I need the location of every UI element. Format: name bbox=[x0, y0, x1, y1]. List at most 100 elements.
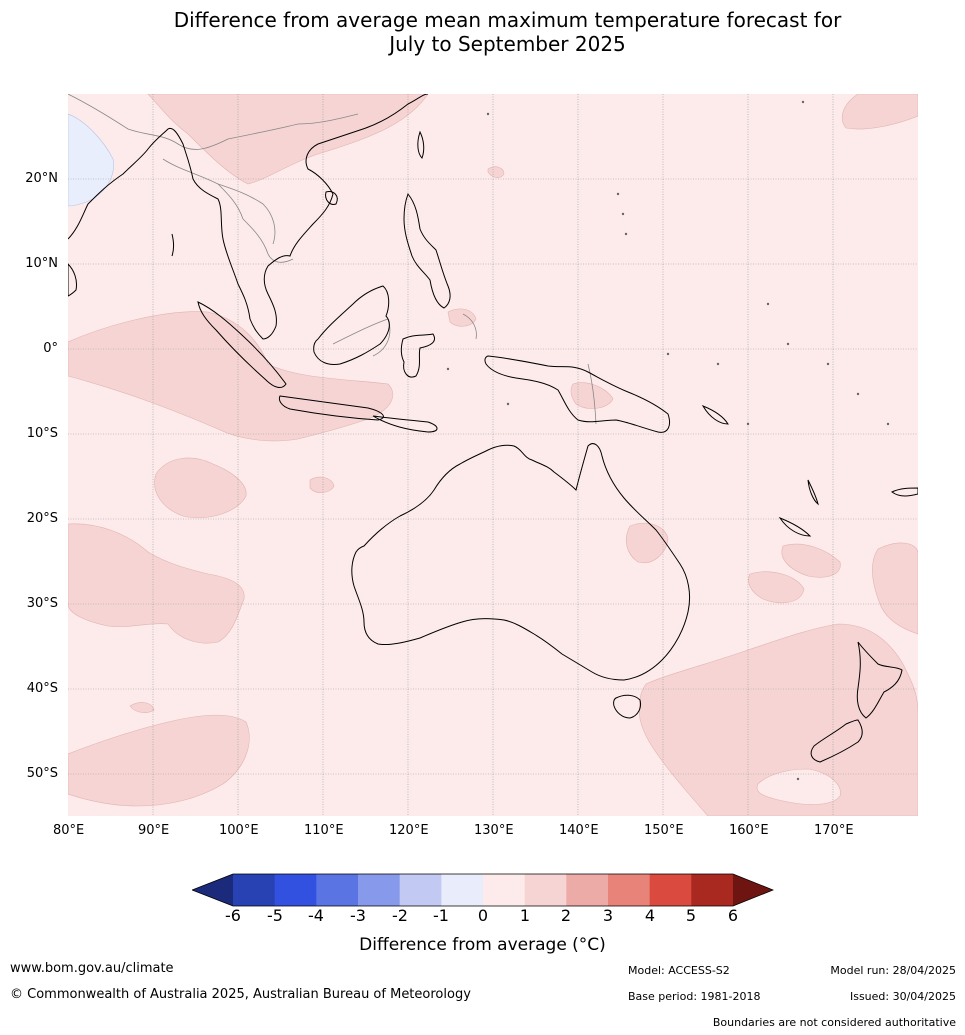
colorbar-tick: 2 bbox=[560, 906, 572, 925]
lat-label-10n: 10°N bbox=[25, 256, 58, 271]
coast-tasmania bbox=[613, 694, 641, 719]
anomaly-patch-east-of-nz bbox=[756, 768, 841, 805]
anomaly-patch-png bbox=[570, 382, 614, 409]
anomaly-patch-west-sw bbox=[68, 523, 245, 644]
colorbar-segment bbox=[649, 874, 692, 906]
colorbar-segment bbox=[316, 874, 359, 906]
anomaly-1-2-areas bbox=[68, 94, 918, 816]
anomaly-patch-indian-ocean-eq bbox=[68, 311, 393, 442]
lat-label-20s: 20°S bbox=[26, 511, 58, 526]
colorbar-tick: 0 bbox=[477, 906, 489, 925]
anomaly-patch-south-indian bbox=[68, 714, 250, 807]
coast-sumatra bbox=[197, 301, 287, 388]
anomaly-patch-pacific-ne bbox=[842, 94, 918, 130]
colorbar-tick: -1 bbox=[433, 906, 449, 925]
colorbar-segment bbox=[524, 874, 567, 906]
anomaly-patch-north bbox=[147, 94, 429, 185]
coast-borneo bbox=[313, 285, 390, 365]
lon-label-170e: 170°E bbox=[814, 823, 854, 838]
colorbar-segment bbox=[566, 874, 609, 906]
coast-fiji bbox=[891, 487, 918, 497]
coast-taiwan bbox=[417, 130, 425, 159]
issued-info: Issued: 30/04/2025 bbox=[849, 990, 956, 1003]
model-info: Model: ACCESS-S2 bbox=[628, 964, 730, 977]
coast-philippines bbox=[403, 192, 451, 309]
lon-label-160e: 160°E bbox=[729, 823, 769, 838]
graticule bbox=[68, 94, 918, 816]
lon-label-100e: 100°E bbox=[219, 823, 259, 838]
coast-java bbox=[278, 395, 384, 421]
lat-label-20n: 20°N bbox=[25, 171, 58, 186]
colorbar-outline bbox=[192, 873, 774, 907]
colorbar-tick: 1 bbox=[519, 906, 531, 925]
colorbar-label: Difference from average (°C) bbox=[359, 935, 606, 955]
anomaly-patch-pacific-east bbox=[872, 542, 918, 635]
anomaly-patch-coral-sea-2 bbox=[748, 571, 805, 604]
coast-sri-lanka bbox=[68, 263, 77, 297]
colorbar-arrow-high bbox=[733, 874, 773, 906]
lon-label-150e: 150°E bbox=[644, 823, 684, 838]
anomaly-patch-sw-small bbox=[129, 702, 155, 713]
coast-australia bbox=[351, 443, 691, 681]
chart-title: Difference from average mean maximum tem… bbox=[0, 8, 965, 56]
coast-new-caledonia bbox=[778, 516, 812, 537]
lon-label-80e: 80°E bbox=[53, 823, 85, 838]
anomaly-minus-1-0-area bbox=[68, 113, 114, 207]
colorbar-tick: 5 bbox=[685, 906, 697, 925]
colorbar-segment bbox=[233, 874, 276, 906]
lon-label-120e: 120°E bbox=[389, 823, 429, 838]
anomaly-patch-indian-ocean-mid bbox=[154, 457, 247, 519]
anomaly-patch-nw-pacific-small bbox=[487, 166, 505, 178]
colorbar-tick: -6 bbox=[225, 906, 241, 925]
lat-label-0: 0° bbox=[43, 341, 58, 356]
lat-label-50s: 50°S bbox=[26, 766, 58, 781]
forecast-map bbox=[68, 94, 918, 816]
colorbar-segments bbox=[192, 874, 773, 906]
colorbar-tick: 6 bbox=[727, 906, 739, 925]
lat-label-30s: 30°S bbox=[26, 596, 58, 611]
colorbar-segment bbox=[274, 874, 317, 906]
title-line-2: July to September 2025 bbox=[389, 32, 626, 56]
coast-nz-north bbox=[856, 641, 903, 719]
base-period-info: Base period: 1981-2018 bbox=[628, 990, 761, 1003]
lon-label-130e: 130°E bbox=[474, 823, 514, 838]
coastlines bbox=[68, 94, 918, 763]
colorbar-segment bbox=[608, 874, 651, 906]
colorbar-segment bbox=[691, 874, 734, 906]
country-borders bbox=[68, 94, 597, 425]
copyright-notice: © Commonwealth of Australia 2025, Austra… bbox=[10, 987, 471, 1002]
title-line-1: Difference from average mean maximum tem… bbox=[173, 8, 842, 32]
lon-label-140e: 140°E bbox=[559, 823, 599, 838]
coast-new-guinea bbox=[484, 355, 671, 433]
colorbar bbox=[192, 873, 774, 907]
lat-label-40s: 40°S bbox=[26, 681, 58, 696]
colorbar-tick: -2 bbox=[392, 906, 408, 925]
coast-lesser-sunda bbox=[372, 415, 438, 433]
coast-asia-mainland bbox=[68, 94, 429, 340]
coast-hainan bbox=[325, 191, 338, 205]
colorbar-tick: -3 bbox=[350, 906, 366, 925]
colorbar-tick: 3 bbox=[602, 906, 614, 925]
colorbar-segment bbox=[399, 874, 442, 906]
boundary-disclaimer: Boundaries are not considered authoritat… bbox=[712, 1016, 956, 1029]
coast-solomons bbox=[701, 404, 729, 425]
colorbar-segment bbox=[483, 874, 526, 906]
colorbar-tick: -5 bbox=[267, 906, 283, 925]
anomaly-patch-coral-sea bbox=[781, 543, 841, 578]
coast-andaman bbox=[171, 233, 174, 257]
website-link[interactable]: www.bom.gov.au/climate bbox=[10, 961, 174, 976]
lon-label-90e: 90°E bbox=[138, 823, 170, 838]
coast-nz-south bbox=[810, 719, 863, 763]
colorbar-arrow-low bbox=[192, 874, 233, 906]
lat-label-10s: 10°S bbox=[26, 426, 58, 441]
lon-label-110e: 110°E bbox=[304, 823, 344, 838]
scattered-islands bbox=[446, 100, 890, 781]
map-svg bbox=[68, 94, 918, 816]
coast-sulawesi bbox=[400, 333, 435, 378]
colorbar-segment bbox=[441, 874, 484, 906]
colorbar-tick: -4 bbox=[308, 906, 324, 925]
colorbar-tick: 4 bbox=[644, 906, 656, 925]
anomaly-patch-philippine-sea bbox=[447, 308, 477, 327]
anomaly-patch-small-island bbox=[309, 476, 335, 493]
anomaly-patch-east-aus bbox=[625, 522, 669, 564]
